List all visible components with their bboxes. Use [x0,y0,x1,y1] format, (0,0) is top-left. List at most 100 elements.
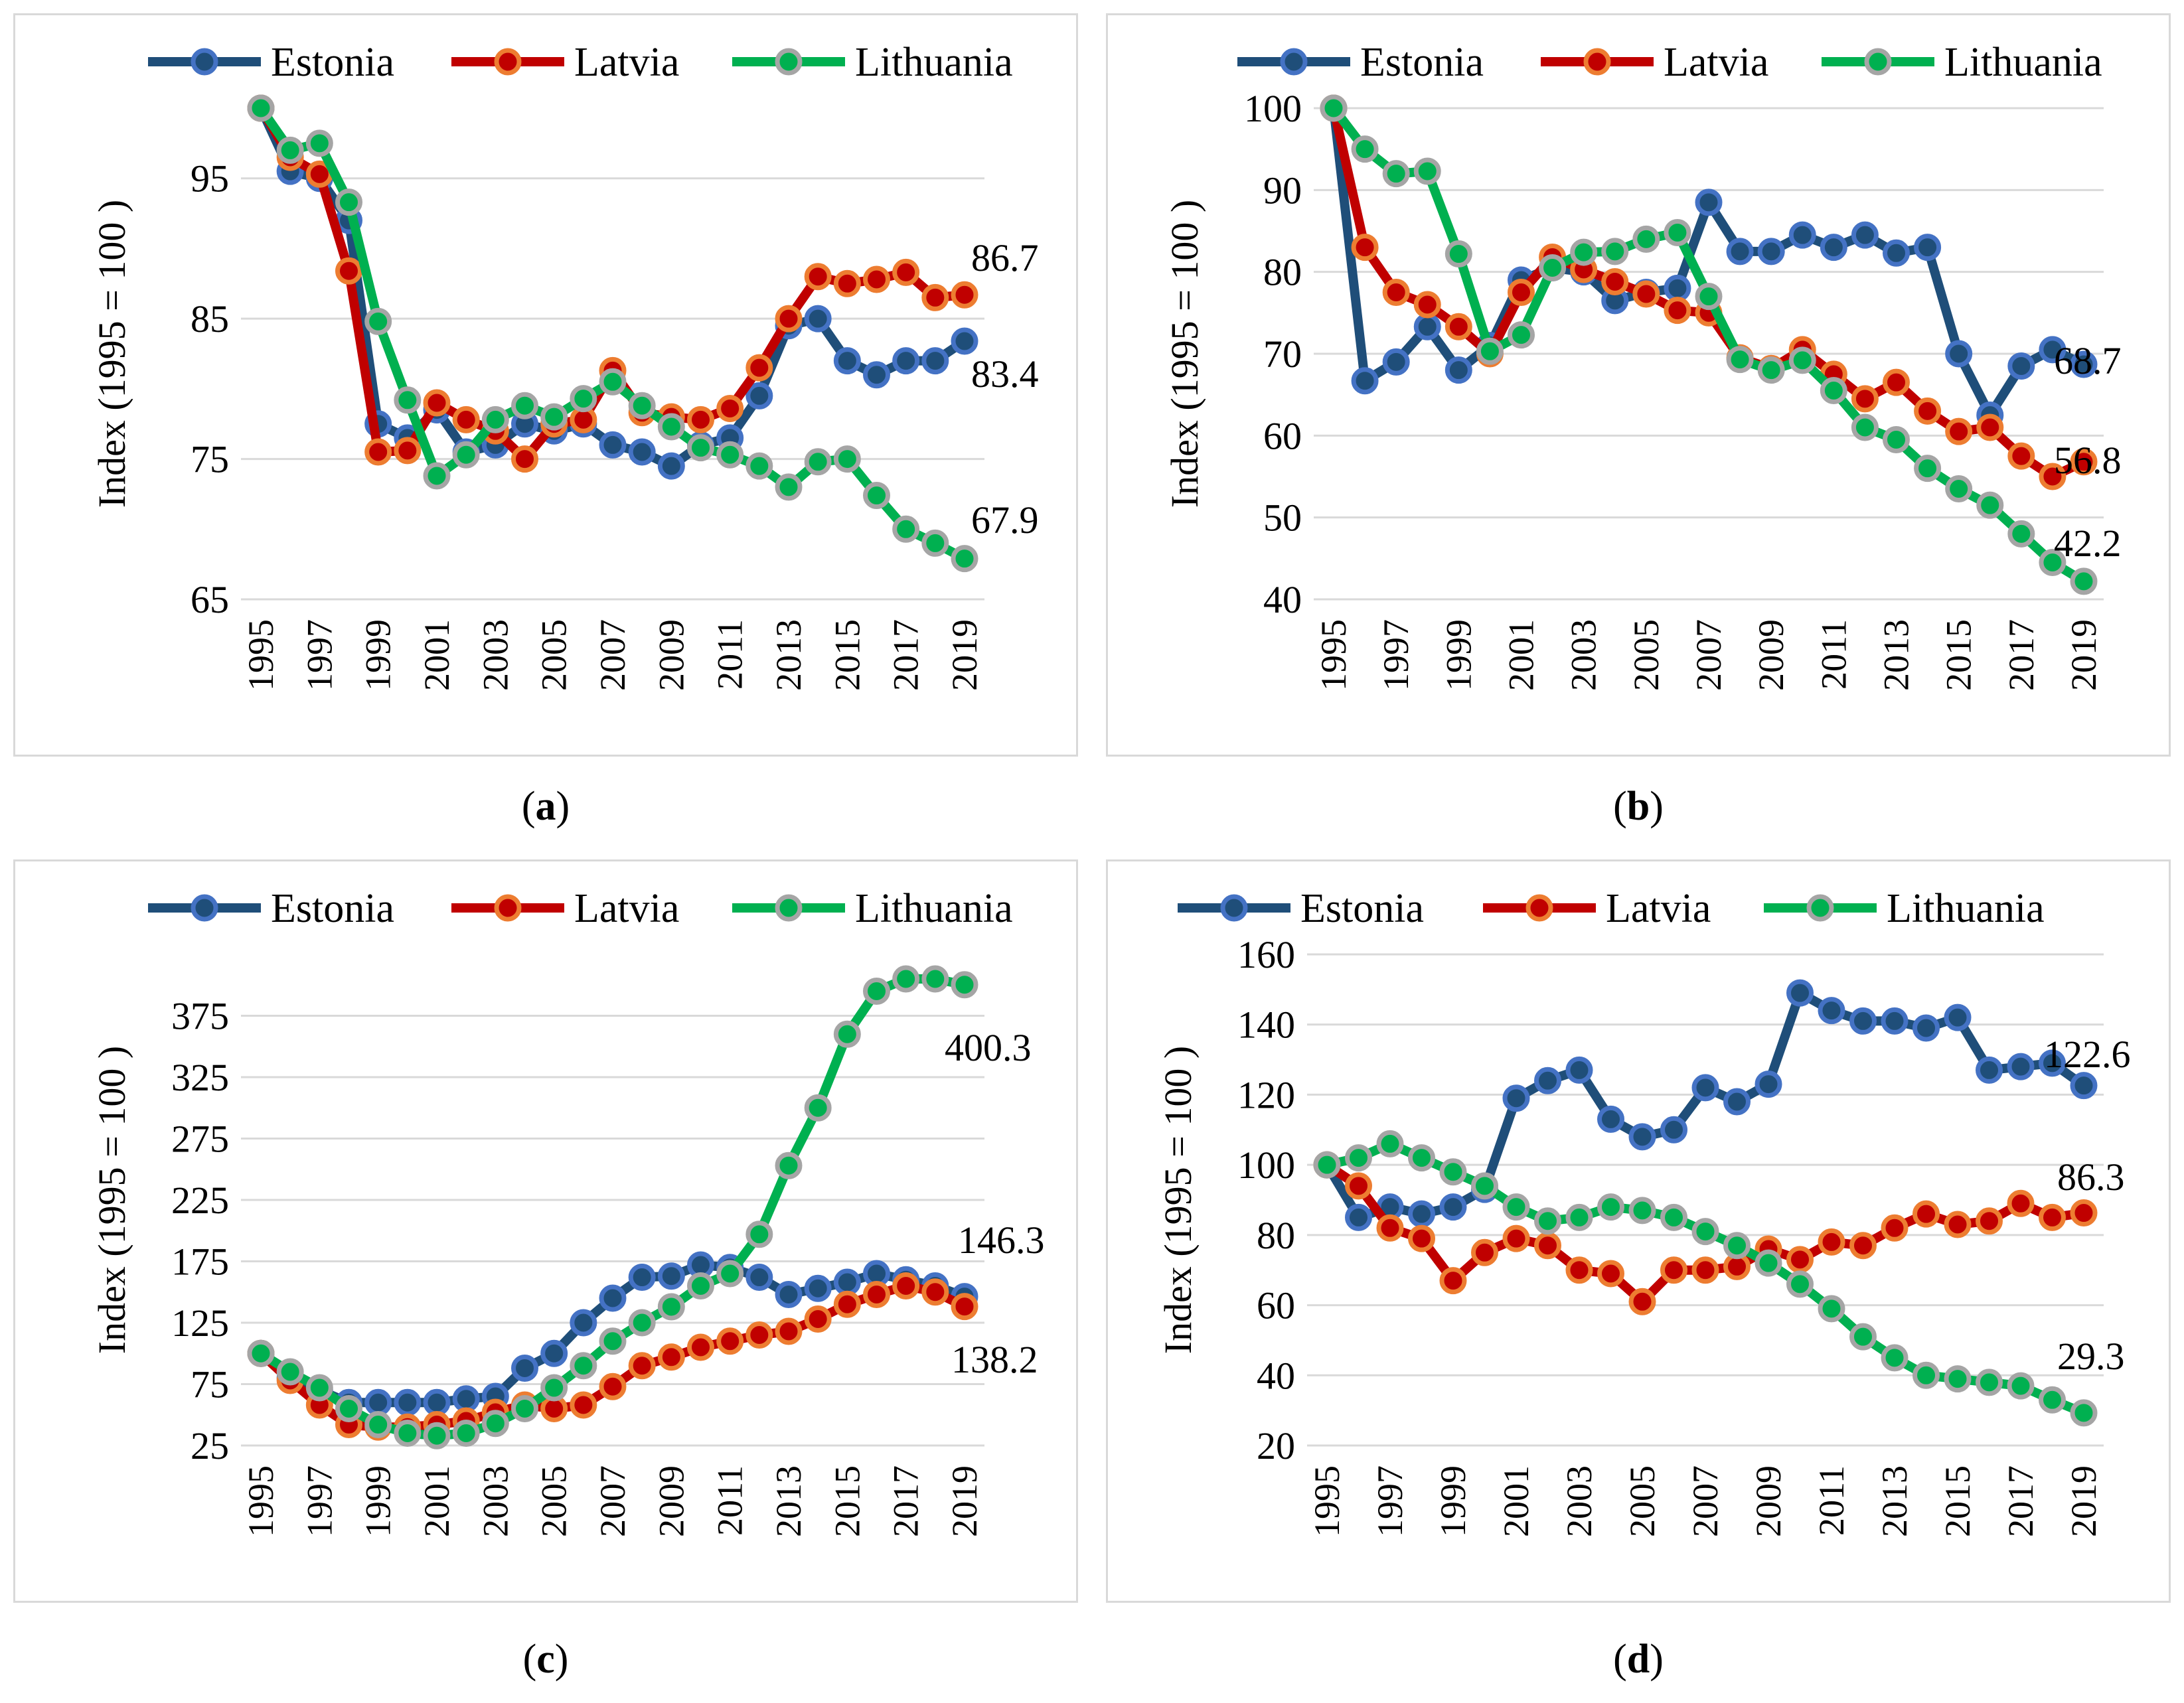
y-tick-label: 100 [1244,87,1302,130]
y-tick-label: 95 [191,157,229,200]
caption-c: (c) [522,1637,569,1682]
data-point [570,1352,597,1380]
data-point [1628,1288,1656,1315]
data-point [2007,1053,2035,1080]
x-tick-label: 2011 [710,619,750,690]
x-tick-label: 2001 [417,1465,457,1537]
data-point [1883,239,1910,267]
y-tick-label: 160 [1237,933,1295,976]
legend-label: Lithuania [855,886,1013,931]
end-value-label-lithuania: 400.3 [945,1026,1032,1069]
data-point [1376,1214,1404,1242]
data-point [1660,1203,1687,1231]
legend-swatch-marker [775,894,803,922]
x-tick-label: 2011 [1812,1465,1851,1536]
data-point [1914,397,1942,425]
y-tick-label: 40 [1263,578,1302,621]
data-point [951,281,978,309]
data-point [1570,238,1598,266]
data-point [1849,1232,1877,1260]
y-tick-label: 80 [1257,1214,1295,1257]
x-tick-label: 2009 [651,619,691,691]
x-tick-label: 2017 [2001,619,2041,691]
x-tick-label: 2005 [534,619,574,691]
data-point [1912,1014,1940,1042]
legend-swatch-marker [191,894,218,922]
series-estonia [1320,94,2098,429]
data-point [1976,491,2004,519]
x-tick-label: 1997 [299,1465,339,1537]
data-point [1660,1116,1687,1144]
data-point [599,1372,627,1400]
data-point [863,361,890,389]
x-tick-label: 2005 [534,1465,574,1537]
data-point [2039,1049,2066,1077]
legend: Estonia Latvia Lithuania [1237,40,2102,85]
data-point [1534,1067,1561,1094]
end-value-label-latvia: 86.3 [2057,1155,2125,1199]
end-value-label-estonia: 122.6 [2044,1033,2131,1076]
y-tick-label: 100 [1237,1144,1295,1187]
data-point [863,265,890,293]
data-point [921,965,949,993]
data-point [1695,188,1723,216]
data-point [1914,234,1942,261]
x-tick-label: 1997 [1370,1465,1410,1537]
data-point [951,327,978,355]
data-point [481,406,509,433]
data-point [599,1284,627,1312]
x-axis-ticks: 1995 1997 1999 2001 2003 2005 2007 2009 2011 2013… [1314,619,2104,691]
data-point [1664,274,1691,302]
data-point [364,1388,392,1416]
data-point [1944,1211,1972,1238]
data-point [2039,1203,2066,1231]
x-tick-label: 1997 [299,619,339,691]
data-point [775,1280,803,1308]
data-point [1382,279,1410,306]
legend-swatch-marker [1525,894,1553,922]
data-point [1632,225,1660,253]
data-point [1408,1200,1435,1228]
data-point [1881,1007,1909,1035]
data-point [1945,340,1973,368]
data-point [687,406,714,433]
data-point [2007,1372,2035,1400]
data-point [804,448,832,476]
data-point [1539,254,1567,281]
series-lithuania [1320,94,2098,595]
data-point [1757,238,1785,265]
caption-letter-a: a [535,784,556,829]
data-point [1820,377,1847,404]
x-tick-label: 1999 [1439,619,1478,691]
data-point [1597,1105,1624,1133]
data-point [1849,1007,1877,1035]
data-point [452,1420,480,1447]
end-value-label-estonia: 83.4 [971,352,1039,396]
series-latvia [1313,1151,2098,1315]
end-value-label-estonia: 146.3 [958,1219,1045,1262]
legend-label: Lithuania [1887,886,2045,931]
legend-item-latvia: Latvia [451,40,679,85]
x-tick-label: 2017 [2001,1465,2041,1537]
y-tick-label: 60 [1257,1284,1295,1327]
series-line [1330,105,2086,585]
legend-label: Estonia [1300,886,1424,931]
legend-item-lithuania: Lithuania [732,40,1013,85]
y-axis-ticks: 25 75 125 175 225 275 325 375 [171,995,229,1468]
legend-item-latvia: Latvia [1541,40,1768,85]
data-point [570,385,597,413]
data-point [833,1020,861,1048]
y-axis-ticks: 20 40 60 80 100 120 140 160 [1237,933,1295,1467]
data-point [687,1333,714,1361]
data-point [1413,157,1441,185]
y-tick-label: 80 [1263,251,1302,294]
x-tick-label: 1995 [1314,619,1354,691]
y-tick-label: 275 [171,1118,229,1161]
x-tick-label: 1997 [1376,619,1416,691]
data-point [1851,413,1879,441]
series-lithuania [247,94,978,573]
data-point [1320,94,1348,122]
data-point [892,1272,920,1299]
y-axis-label: Index (1995 = 100 ) [1163,200,1206,508]
y-tick-label: 225 [171,1179,229,1222]
